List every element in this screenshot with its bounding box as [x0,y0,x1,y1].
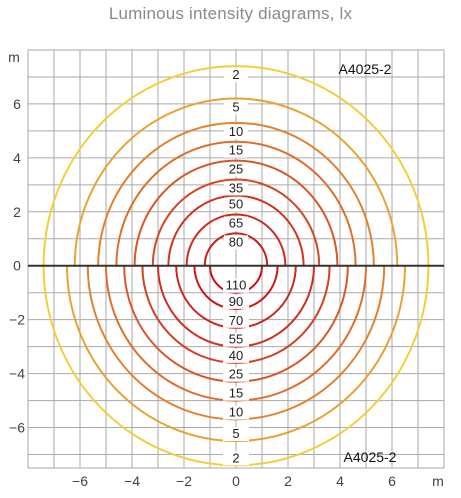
x-axis-unit: m [432,473,444,489]
isolux-label-bg [224,216,248,231]
isolux-contour-upper-15 [115,140,357,266]
y-tick-label: 0 [13,258,21,274]
isolux-label-bg [223,405,249,420]
isolux-label-bg [224,197,248,212]
isolux-label-bg [223,348,249,363]
isolux-contour-lower-55 [157,265,315,348]
isolux-label-lower: 5 [232,426,239,441]
isolux-contour-upper-65 [185,213,287,266]
isolux-label-upper: 5 [232,100,239,115]
isolux-label-bg [223,386,249,401]
y-tick-label: 4 [13,150,21,166]
x-tick-label: −6 [72,473,88,489]
y-tick-label: 2 [13,204,21,220]
isolux-label-bg [223,294,249,309]
isolux-label-lower: 10 [229,404,243,419]
isolux-label-lower: 40 [229,348,243,363]
x-tick-label: 6 [388,473,396,489]
isolux-contour-upper-10 [97,121,375,266]
x-tick-label: 0 [232,473,240,489]
isolux-label-upper: 10 [229,124,243,139]
isolux-label-bg [224,162,248,177]
isolux-label-upper: 50 [229,197,243,212]
isolux-label-bg [224,235,248,250]
model-label-top: A4025-2 [339,61,392,77]
y-axis-unit: m [8,49,20,65]
isolux-label-bg [223,278,249,293]
isolux-label-lower: 25 [229,367,243,382]
isolux-label-upper: 80 [229,234,243,249]
isolux-label-bg [224,143,248,158]
plot-frame [27,49,445,469]
isolux-label-upper: 35 [229,180,243,195]
isolux-label-bg [223,332,249,347]
chart-title: Luminous intensity diagrams, lx [108,4,353,23]
isolux-contour-upper-50 [167,194,305,266]
isolux-contour-lower-40 [141,265,331,364]
x-tick-label: −2 [176,473,192,489]
isolux-contour-upper-25 [133,159,339,266]
isolux-label-bg [224,181,248,196]
isolux-contour-upper-5 [73,97,399,266]
isolux-label-bg [224,100,248,115]
isolux-label-bg [223,427,249,442]
isolux-contour-upper-80 [203,232,269,266]
isolux-label-lower: 110 [226,278,247,293]
isolux-contour-upper-35 [151,178,321,266]
isolux-label-upper: 25 [229,162,243,177]
x-tick-label: 2 [284,473,292,489]
y-tick-label: −2 [9,312,25,328]
isolux-label-lower: 2 [232,450,239,465]
isolux-label-lower: 55 [229,332,243,347]
isolux-label-lower: 90 [229,294,243,309]
isolux-label-upper: 15 [229,143,243,158]
isolux-label-upper: 65 [229,216,243,231]
isolux-contour-lower-15 [105,265,367,402]
isolux-contour-upper-2 [42,65,430,266]
x-tick-label: −4 [124,473,140,489]
isolux-label-bg [224,124,248,139]
isolux-label-bg [223,313,249,328]
isolux-label-upper: 2 [232,67,239,82]
y-tick-label: −6 [9,420,25,436]
isolux-label-bg [223,451,249,466]
isolux-label-bg [223,367,249,382]
y-tick-label: 6 [13,96,21,112]
model-label-bottom: A4025-2 [344,449,397,465]
y-tick-label: −4 [9,366,25,382]
isolux-contour-lower-70 [175,265,297,329]
tick-labels: 6 4 2 0 −2 −4 −6 −6 −4 −2 0 2 4 6 [9,96,396,489]
isolux-label-lower: 15 [229,386,243,401]
x-tick-label: 4 [336,473,344,489]
isolux-label-lower: 70 [229,313,243,328]
isolux-label-bg [224,68,248,83]
